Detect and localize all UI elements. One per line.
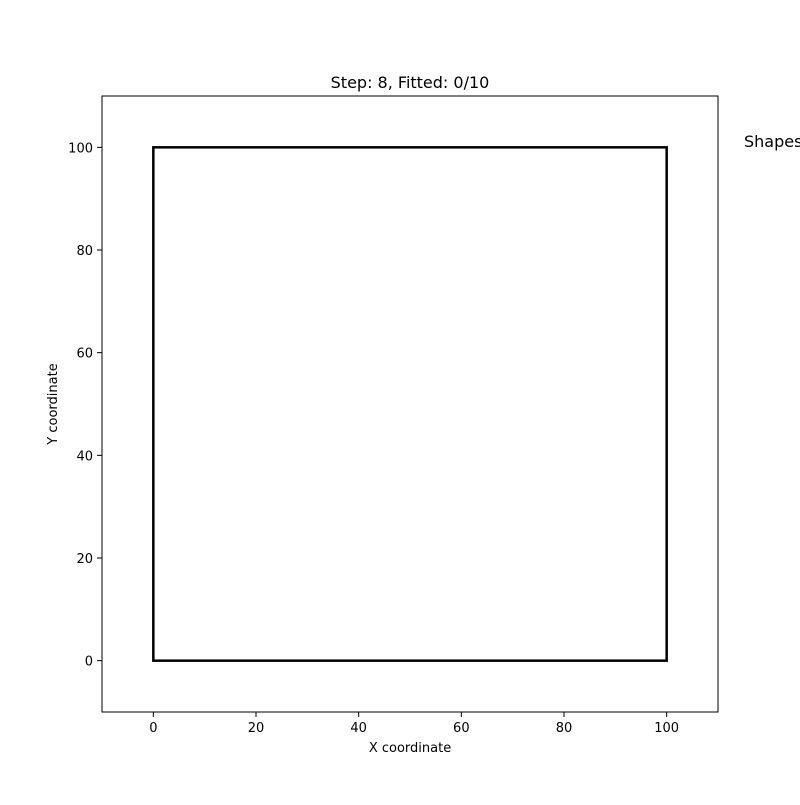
x-axis: 0 20 40 60 80 100 (149, 712, 679, 736)
shapes-panel-label: Shapes (744, 132, 800, 151)
y-tick-label: 100 (68, 141, 93, 156)
plot-area (101, 95, 719, 713)
x-tick-label: 40 (350, 721, 367, 736)
x-tick-label: 80 (556, 721, 573, 736)
x-tick-label: 0 (149, 721, 157, 736)
x-tick-label: 20 (248, 721, 265, 736)
y-tick-label: 80 (76, 244, 93, 259)
board-title: Step: 8, Fitted: 0/10 (331, 73, 490, 92)
y-tick-label: 20 (76, 552, 93, 567)
y-axis: 0 20 40 60 80 100 (68, 141, 102, 670)
x-tick-label: 60 (453, 721, 470, 736)
x-axis-label: X coordinate (369, 741, 451, 756)
y-axis-label: Y coordinate (46, 363, 61, 445)
y-tick-label: 0 (85, 655, 93, 670)
y-tick-label: 40 (76, 449, 93, 464)
x-tick-label: 100 (654, 721, 679, 736)
y-tick-label: 60 (76, 347, 93, 362)
container-rectangle (152, 146, 668, 662)
